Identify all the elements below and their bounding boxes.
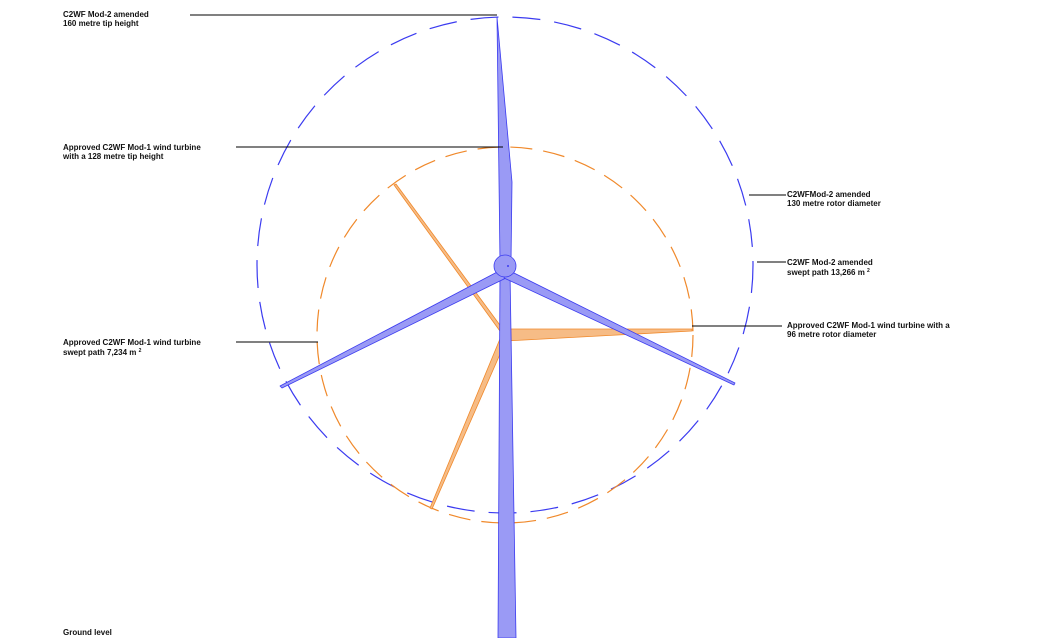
mod2-blade-up [496, 16, 513, 263]
mod2-blade-right [503, 269, 736, 386]
label-mod2-swept-path: C2WF Mod-2 amended swept path 13,266 m 2 [787, 258, 873, 277]
mod1-swept-circle [316, 146, 694, 524]
label-ground-level: Ground level [63, 628, 112, 637]
mod2-tower [497, 271, 517, 638]
leader-lines [190, 14, 786, 343]
label-mod2-tip-height: C2WF Mod-2 amended 160 metre tip height [63, 10, 149, 28]
label-mod1-swept-path: Approved C2WF Mod-1 wind turbine swept p… [63, 338, 201, 357]
mod1-turbine [393, 183, 693, 510]
mod1-blade-upper-left [393, 183, 506, 339]
mod1-blade-lower-left [429, 333, 509, 510]
mod1-blade-right [504, 328, 693, 342]
mod2-turbine [279, 16, 736, 638]
label-mod1-tip-height: Approved C2WF Mod-1 wind turbine with a … [63, 143, 201, 161]
mod2-hub [493, 254, 517, 278]
mod2-blade-left [279, 269, 507, 389]
mod2-hub-center [507, 265, 509, 267]
label-mod2-rotor-diameter: C2WFMod-2 amended 130 metre rotor diamet… [787, 190, 881, 208]
label-mod1-rotor-diameter: Approved C2WF Mod-1 wind turbine with a … [787, 321, 950, 339]
